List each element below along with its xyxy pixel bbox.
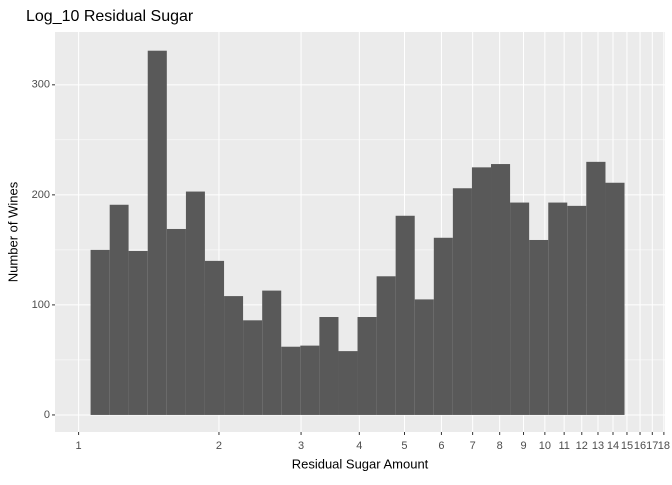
x-tick-label: 11 [558,440,569,452]
bar [395,215,415,415]
y-axis-title: Number of Wines [5,181,20,282]
bar [90,249,110,415]
y-tick-label: 100 [32,299,50,311]
bar [185,191,205,415]
bar [414,299,434,415]
bar [300,345,320,415]
bar [452,188,472,415]
x-tick-label: 18 [658,440,670,452]
x-tick-label: 13 [592,440,604,452]
x-tick-label: 10 [539,440,551,452]
x-axis-title: Residual Sugar Amount [292,456,429,471]
x-tick-label: 15 [621,440,633,452]
chart-title: Log_10 Residual Sugar [26,8,194,25]
x-tick-label: 4 [356,440,362,452]
x-tick-label: 1 [76,440,82,452]
bar [567,205,587,415]
x-tick-label: 16 [634,440,646,452]
x-tick-label: 12 [576,440,588,452]
bar [529,239,549,415]
bar [605,182,625,415]
bar [204,260,225,415]
bar [510,202,530,415]
x-tick-label: 6 [438,440,444,452]
bar [491,164,511,415]
y-tick-label: 300 [32,79,50,91]
x-tick-label: 17 [646,440,658,452]
x-tick-label: 2 [216,440,222,452]
bar [243,320,263,415]
bar [319,317,339,415]
y-tick-label: 200 [32,189,50,201]
x-tick-label: 7 [470,440,476,452]
bar [471,167,492,415]
bar [281,346,301,415]
x-tick-label: 8 [497,440,503,452]
bar [376,276,396,415]
x-tick-label: 9 [520,440,526,452]
bar [262,290,282,415]
bar [433,237,453,415]
bar [357,317,377,415]
y-tick-label: 0 [44,409,50,421]
bar [128,250,148,415]
bar [586,161,606,415]
x-tick-label: 3 [298,440,304,452]
x-tick-label: 5 [401,440,407,452]
bar [147,50,167,415]
bar [166,228,186,415]
bar [224,296,244,415]
x-tick-label: 14 [607,440,619,452]
bar [338,351,358,415]
bar [109,204,129,415]
bar [548,202,568,415]
